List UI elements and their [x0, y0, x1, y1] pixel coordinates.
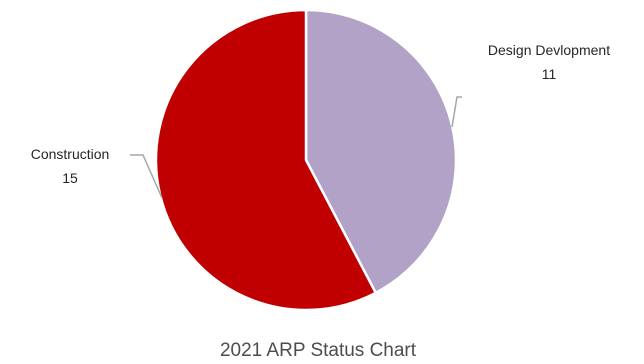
- pie-slices: [154, 8, 458, 312]
- slice-label-construction: Construction: [31, 146, 110, 162]
- pie-slice-design-devlopment: [304, 8, 458, 295]
- leader-line-design-devlopment: [451, 96, 462, 128]
- chart-title: 2021 ARP Status Chart: [220, 340, 417, 361]
- slice-value-design-devlopment: 11: [542, 66, 557, 82]
- slice-value-construction: 15: [62, 170, 78, 186]
- leader-line-construction: [130, 154, 163, 199]
- slice-label-design-devlopment: Design Devlopment: [488, 42, 610, 58]
